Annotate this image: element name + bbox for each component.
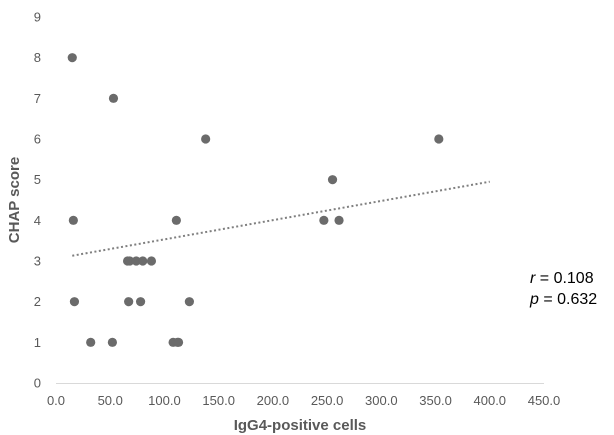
x-axis-title: IgG4-positive cells (234, 417, 367, 434)
y-tick-label: 9 (34, 10, 41, 25)
data-point (138, 256, 148, 266)
x-tick-label: 0.0 (47, 393, 65, 408)
y-tick-label: 7 (34, 91, 41, 106)
p-value: = 0.632 (538, 291, 598, 308)
x-axis-ticks: 0.0 50.0 100.0 150.0 200.0 250.0 300.0 350.0 400… (47, 393, 560, 408)
data-point (68, 215, 78, 225)
x-tick-label: 100.0 (148, 393, 181, 408)
y-tick-label: 8 (34, 50, 41, 65)
data-point (107, 337, 117, 347)
data-points (67, 53, 444, 347)
r-value: = 0.108 (535, 270, 594, 287)
data-point (125, 256, 135, 266)
data-point (434, 134, 444, 144)
x-tick-label: 450.0 (528, 393, 561, 408)
r-statistic: r = 0.108 (530, 270, 594, 288)
x-tick-label: 300.0 (365, 393, 398, 408)
data-point (146, 256, 157, 266)
data-point (334, 215, 344, 225)
x-tick-label: 200.0 (257, 393, 290, 408)
data-point (327, 175, 338, 185)
data-point (69, 297, 80, 307)
y-axis-title: CHAP score (6, 157, 23, 243)
data-point (131, 256, 141, 266)
data-point (135, 297, 146, 307)
data-point (201, 134, 211, 144)
r-symbol: r (530, 270, 536, 287)
x-tick-label: 50.0 (98, 393, 123, 408)
data-point (86, 337, 96, 347)
data-point (67, 53, 77, 63)
data-point (173, 337, 184, 347)
y-tick-label: 6 (34, 132, 41, 147)
x-tick-label: 150.0 (202, 393, 235, 408)
data-point (319, 215, 329, 225)
y-tick-label: 5 (34, 172, 41, 187)
data-point (184, 297, 194, 307)
y-tick-label: 1 (34, 335, 41, 350)
data-point (108, 93, 119, 103)
y-tick-label: 4 (34, 213, 41, 228)
x-tick-label: 250.0 (311, 393, 344, 408)
y-axis-ticks: 0 1 2 3 4 5 6 7 8 9 (34, 10, 41, 391)
data-point (171, 215, 181, 225)
p-statistic: p = 0.632 (530, 291, 597, 309)
x-tick-label: 350.0 (419, 393, 452, 408)
y-tick-label: 0 (34, 376, 41, 391)
trendline (72, 180, 490, 257)
data-point (124, 297, 134, 307)
y-tick-label: 3 (34, 254, 41, 269)
y-tick-label: 2 (34, 294, 41, 309)
x-tick-label: 400.0 (474, 393, 507, 408)
p-symbol: p (530, 291, 539, 308)
